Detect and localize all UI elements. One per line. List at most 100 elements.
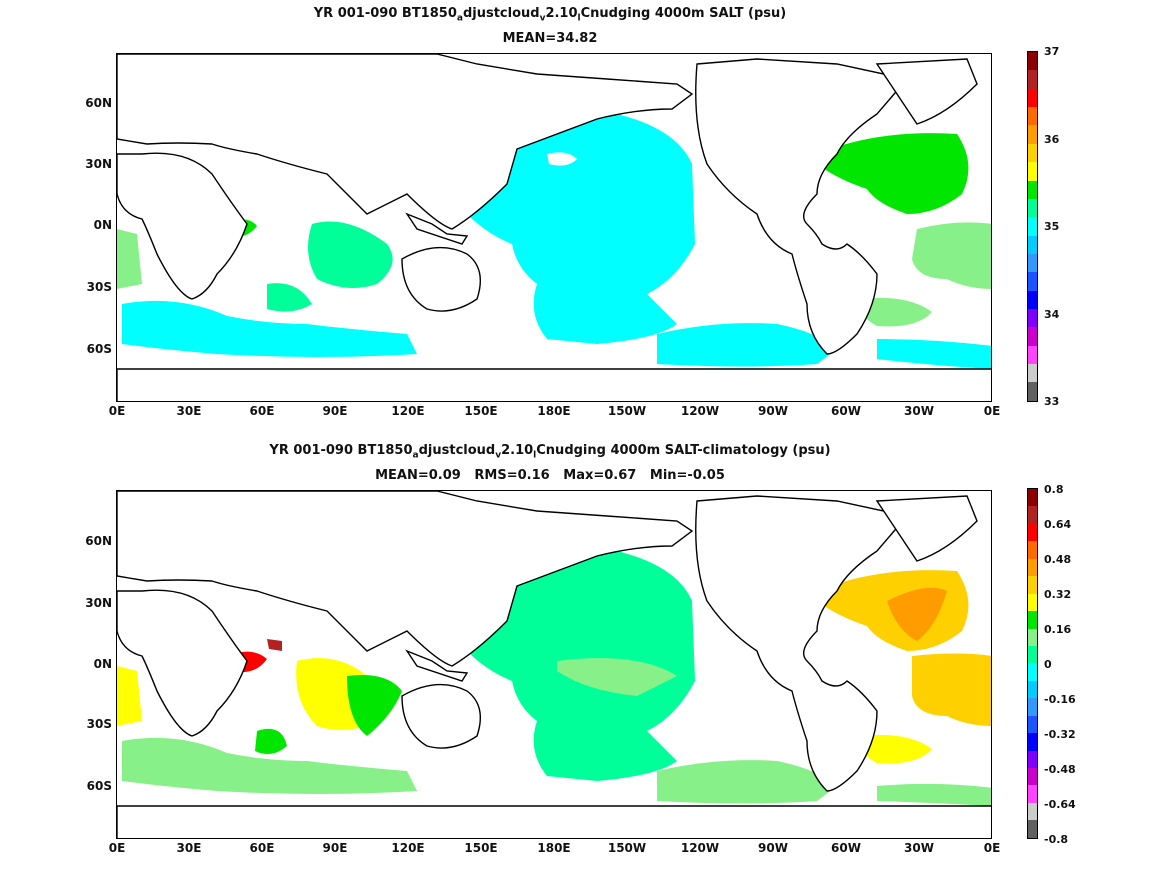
colorbar	[1027, 488, 1038, 839]
colorbar-label: -0.64	[1044, 798, 1076, 811]
pacific-field	[463, 112, 695, 344]
x-tick: 30W	[904, 404, 934, 418]
colorbar-swatch	[1028, 820, 1037, 838]
colorbar-label: 36	[1044, 133, 1060, 146]
southern-field	[122, 300, 417, 357]
x-tick: 90E	[322, 841, 348, 855]
australia-outline	[401, 683, 481, 749]
colorbar-swatch	[1028, 593, 1037, 612]
colorbar-swatch	[1028, 309, 1037, 328]
indian-green-2	[255, 728, 287, 755]
y-tick-60s: 60S	[86, 342, 112, 356]
x-tick: 0E	[983, 841, 1001, 855]
salinity-map	[116, 53, 992, 402]
indonesia-outline	[405, 212, 469, 245]
antarctica-outline	[117, 368, 991, 401]
colorbar-swatch	[1028, 382, 1037, 401]
x-tick: 180E	[537, 841, 571, 855]
colorbar-swatch	[1028, 162, 1037, 181]
x-tick: 60W	[831, 404, 861, 418]
x-tick: 120W	[680, 841, 720, 855]
x-tick: 30E	[176, 404, 202, 418]
colorbar-swatch	[1028, 715, 1037, 734]
eurasia-outline	[117, 491, 694, 667]
atlantic-south-field-2	[861, 297, 932, 327]
x-tick: 150E	[464, 404, 498, 418]
africa-west-field	[117, 666, 142, 726]
x-tick: 60E	[249, 404, 275, 418]
antarctica-outline	[117, 805, 991, 838]
colorbar-swatch	[1028, 217, 1037, 236]
colorbar-swatch	[1028, 107, 1037, 126]
y-tick-30n: 30N	[85, 596, 112, 610]
colorbar-swatch	[1028, 143, 1037, 163]
colorbar-swatch	[1028, 272, 1037, 291]
colorbar-swatch	[1028, 785, 1037, 803]
africa-outline	[117, 589, 248, 737]
x-tick: 0E	[983, 404, 1001, 418]
north-america-outline	[695, 495, 909, 792]
colorbar-swatch	[1028, 70, 1037, 89]
colorbar-swatch	[1028, 558, 1037, 577]
pacific-south-field	[557, 658, 677, 696]
x-tick: 90W	[758, 841, 788, 855]
panel-subtitle: MEAN=0.09 RMS=0.16 Max=0.67 Min=-0.05	[375, 468, 725, 483]
x-tick: 120E	[391, 841, 425, 855]
x-tick: 120E	[391, 404, 425, 418]
colorbar-label: -0.32	[1044, 728, 1076, 741]
colorbar-label: 37	[1044, 45, 1060, 58]
land-outlines	[117, 491, 991, 838]
colorbar-swatch	[1028, 698, 1037, 716]
colorbar-swatch	[1028, 290, 1037, 310]
colorbar-swatch	[1028, 628, 1037, 646]
y-tick-0n: 0N	[93, 657, 112, 671]
africa-west-field	[117, 229, 142, 289]
colorbar-swatch	[1028, 750, 1037, 768]
southern-field-2	[657, 760, 837, 804]
x-tick: 180E	[537, 404, 571, 418]
colorbar-swatch	[1028, 523, 1037, 542]
y-tick-60n: 60N	[85, 96, 112, 110]
colorbar-swatch	[1028, 253, 1037, 273]
indonesia-outline	[405, 649, 469, 682]
colorbar-swatch	[1028, 611, 1037, 629]
y-tick-30s: 30S	[86, 717, 112, 731]
colorbar-swatch	[1028, 576, 1037, 594]
eurasia-outline	[117, 54, 694, 230]
atlantic-south-field	[912, 222, 991, 289]
colorbar-label: -0.8	[1044, 833, 1069, 846]
colorbar-label: 0.8	[1044, 483, 1064, 496]
x-tick: 30E	[176, 841, 202, 855]
x-tick: 150E	[464, 841, 498, 855]
southern-field	[122, 737, 417, 794]
colorbar-swatch	[1028, 235, 1037, 254]
x-tick: 150W	[607, 404, 647, 418]
colorbar-label: 0.48	[1044, 553, 1072, 566]
colorbar-swatch	[1028, 645, 1037, 664]
colorbar	[1027, 51, 1038, 402]
map-canvas	[117, 491, 991, 838]
colorbar-swatch	[1028, 364, 1037, 383]
southern-field-3	[877, 339, 991, 369]
greenland-outline	[875, 58, 978, 125]
north-america-outline	[695, 58, 909, 355]
x-tick: 60E	[249, 841, 275, 855]
pacific-hole	[547, 152, 577, 166]
y-tick-60n: 60N	[85, 534, 112, 548]
southern-field-2	[657, 323, 837, 367]
panel-title: YR 001-090 BT1850adjustcloudv2.10lCnudgi…	[269, 443, 831, 461]
colorbar-label: 0.32	[1044, 588, 1072, 601]
x-tick: 90W	[758, 404, 788, 418]
colorbar-swatch	[1028, 768, 1037, 786]
colorbar-label: 33	[1044, 395, 1060, 408]
africa-outline	[117, 152, 248, 300]
colorbar-label: 34	[1044, 308, 1060, 321]
atlantic-yellow-field	[861, 734, 932, 764]
greenland-outline	[875, 495, 978, 562]
colorbar-swatch	[1028, 52, 1037, 71]
indian-green-field	[347, 675, 402, 736]
dark-red-spot	[267, 639, 282, 651]
colorbar-label: -0.48	[1044, 763, 1076, 776]
panel-title: YR 001-090 BT1850adjustcloudv2.10lCnudgi…	[313, 6, 787, 24]
x-tick: 60W	[831, 841, 861, 855]
